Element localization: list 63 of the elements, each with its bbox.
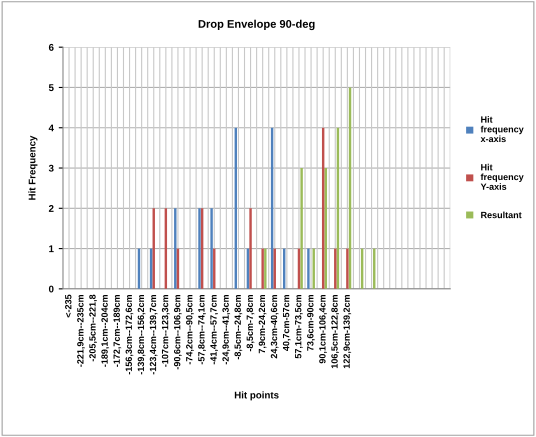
bar — [174, 208, 176, 289]
x-tick-label: 40,7cm-57cm — [282, 294, 291, 351]
x-axis-title: Hit points — [234, 391, 279, 400]
legend-label: Hit frequency Y-axis — [480, 164, 524, 190]
y-axis-title: Hit Frequency — [28, 136, 38, 200]
x-tick-label: -205,5cm--221,8 — [89, 294, 97, 362]
bar — [300, 168, 303, 289]
x-tick-label: 90,1cm-106,4cm — [319, 294, 327, 364]
x-tick-label: <-235 — [65, 294, 72, 318]
legend-label: Hit frequency x-axis — [480, 116, 524, 142]
x-tick-label: 73,6cm-90cm — [307, 294, 315, 351]
x-tick-label: -156,3cm--172,6cm — [126, 294, 134, 374]
y-tick-label: 5 — [48, 84, 54, 92]
bar — [334, 248, 336, 289]
chart-title: Drop Envelope 90-deg — [198, 20, 315, 30]
x-tick-label: 106,5cm-122,8cm — [331, 294, 340, 368]
bar — [322, 128, 324, 289]
bar — [210, 208, 213, 289]
x-tick-label: -123,4cm--139,7cm — [150, 294, 158, 374]
x-tick-label: -107cm--123,3cm — [162, 294, 170, 367]
bar — [373, 248, 376, 289]
y-tick-label: 1 — [49, 245, 54, 252]
y-tick-label: 0 — [48, 286, 54, 292]
bar — [234, 128, 238, 289]
bar — [150, 248, 152, 289]
bar — [264, 248, 267, 289]
y-tick-label: 2 — [48, 205, 54, 212]
bar — [152, 208, 155, 289]
x-tick-label: -8,5cm--24,8cm — [234, 294, 242, 360]
x-tick-label: 57,1cm-73,5cm — [294, 294, 303, 358]
bar — [176, 248, 180, 289]
y-tick-label: 6 — [48, 44, 54, 51]
bar — [360, 248, 364, 289]
x-tick-label: 7,9cm-24,2cm — [258, 294, 266, 354]
x-tick-label: 24,3cm-40,6cm — [270, 294, 278, 358]
bar — [324, 168, 328, 289]
x-tick-label: -74,2cm--90,5cm — [186, 294, 194, 364]
bar — [246, 248, 250, 289]
bar — [270, 128, 274, 289]
y-tick-label: 3 — [48, 164, 54, 172]
x-tick-label: -57,8cm--74,1cm — [198, 294, 206, 364]
bar — [249, 208, 252, 289]
bar — [282, 248, 286, 289]
x-tick-label: -90,6cm--106,9cm — [174, 294, 182, 370]
x-tick-label: -41,4cm--57,7cm — [210, 294, 218, 364]
bar — [336, 128, 340, 289]
x-tick-label: 122,9cm-139,2cm — [343, 294, 352, 368]
bar — [200, 208, 204, 289]
bar — [312, 248, 315, 289]
x-tick-label: -8,5cm-7,8cm — [246, 294, 254, 352]
bar — [346, 248, 349, 289]
bar — [261, 248, 264, 289]
x-tick-label: -139,8cm--156,2cm — [138, 294, 146, 374]
x-tick-label: -221,9cm--235cm — [77, 294, 85, 367]
bar — [274, 248, 276, 289]
x-tick-label: -172,7cm--189cm — [113, 294, 122, 367]
y-tick-label: 4 — [48, 124, 54, 132]
bar — [213, 248, 216, 289]
legend-label: Resultant — [481, 212, 522, 218]
bar — [307, 248, 310, 289]
x-tick-label: -189,1cm--204cm — [101, 294, 110, 367]
x-tick-label: -24,9cm--41,3cm — [222, 294, 230, 364]
bar — [164, 208, 168, 289]
